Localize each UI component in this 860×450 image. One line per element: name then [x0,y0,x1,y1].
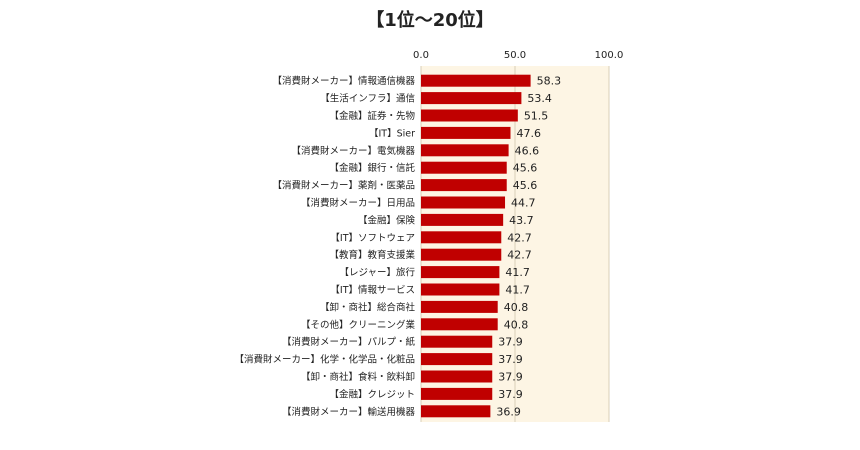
category-label: 【消費財メーカー】薬剤・医薬品 [272,180,415,192]
value-label: 40.8 [504,301,528,314]
category-label: 【消費財メーカー】日用品 [301,197,415,209]
bar [421,335,493,348]
bar [421,74,531,87]
value-label: 37.9 [498,388,523,401]
value-label: 53.4 [527,92,552,105]
x-tick-label: 100.0 [595,50,624,61]
value-label: 51.5 [524,110,549,123]
bar [421,300,498,313]
category-label: 【金融】銀行・信託 [329,162,415,174]
bar [421,283,500,296]
chart-title: 【1位～20位】 [366,10,494,31]
category-label: 【消費財メーカー】情報通信機器 [272,75,415,87]
category-label: 【IT】情報サービス [330,284,415,296]
bar [421,161,507,174]
bar [421,109,518,122]
category-label: 【卸・商社】総合商社 [320,301,416,313]
category-label: 【IT】ソフトウェア [330,233,415,244]
category-label: 【レジャー】旅行 [339,267,415,279]
value-label: 42.7 [507,231,532,244]
bar [421,92,522,105]
category-label: 【消費財メーカー】パルプ・紙 [282,336,416,348]
value-label: 37.9 [498,371,523,384]
bar [421,387,493,400]
bar [421,179,507,192]
x-tick-label: 0.0 [413,50,429,61]
value-label: 41.7 [505,284,530,297]
bar [421,213,504,226]
value-label: 43.7 [509,214,534,227]
bar [421,248,502,261]
bar [421,126,511,139]
value-label: 40.8 [504,318,528,331]
value-label: 45.6 [513,179,538,192]
value-label: 47.6 [516,127,541,140]
category-label: 【金融】保険 [358,214,416,226]
bar [421,370,493,383]
category-label: 【金融】クレジット [329,388,415,400]
value-label: 37.9 [498,353,523,366]
value-label: 44.7 [511,197,536,210]
category-label: 【金融】証券・先物 [329,110,415,122]
category-label: 【生活インフラ】通信 [320,93,415,105]
value-label: 58.3 [537,75,562,88]
bar [421,405,491,418]
category-label: 【その他】クリーニング業 [301,319,416,331]
value-label: 37.9 [498,336,523,349]
category-label: 【IT】Sier [369,128,415,139]
value-label: 45.6 [513,162,538,175]
category-label: 【卸・商社】食料・飲料卸 [301,371,415,383]
bar [421,318,498,331]
bar [421,266,500,279]
value-label: 46.6 [515,144,540,157]
bar [421,196,506,209]
bar [421,144,509,157]
category-label: 【消費財メーカー】電気機器 [291,145,415,157]
category-label: 【消費財メーカー】化学・化学品・化粧品 [234,354,415,366]
category-label: 【消費財メーカー】輸送用機器 [282,406,416,418]
x-tick-label: 50.0 [504,50,526,61]
category-label: 【教育】教育支援業 [329,249,415,261]
bar [421,353,493,366]
value-label: 41.7 [505,266,530,279]
value-label: 36.9 [496,405,521,418]
value-label: 42.7 [507,249,532,262]
bar [421,231,502,244]
